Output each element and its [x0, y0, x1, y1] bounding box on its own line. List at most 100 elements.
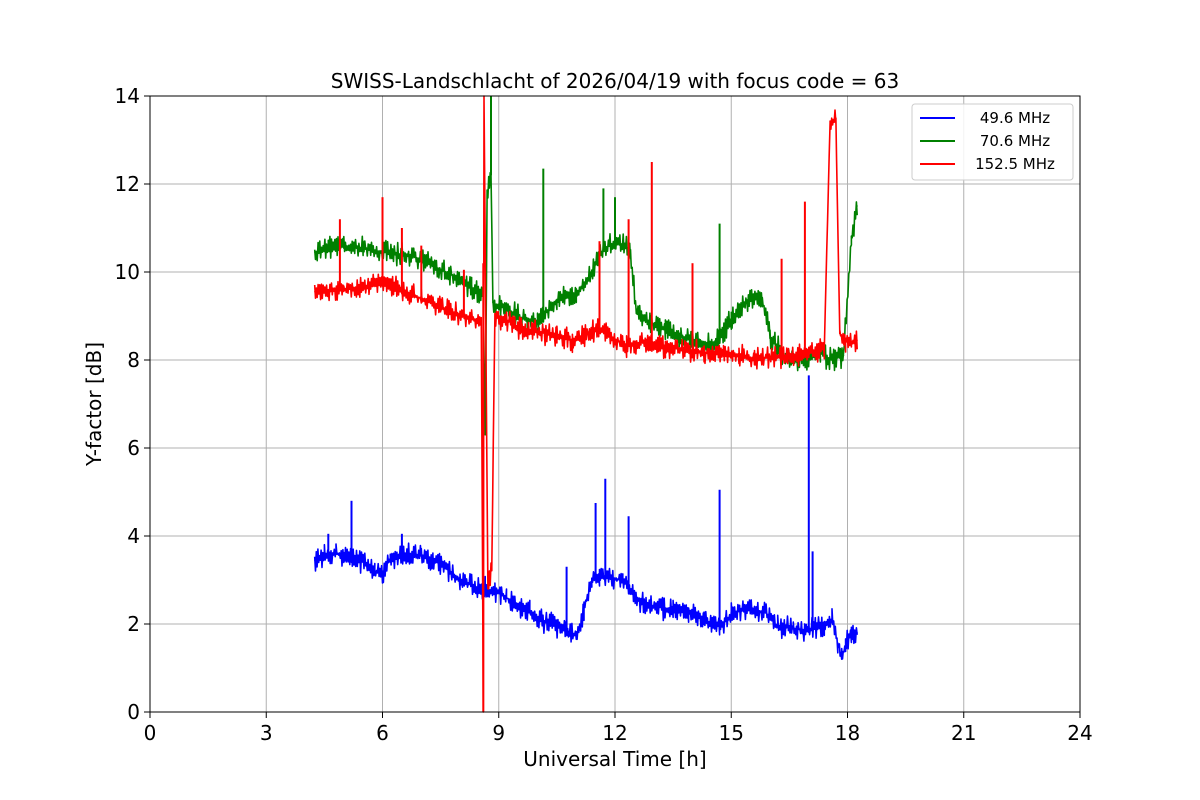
data-point	[843, 355, 845, 357]
data-point	[808, 352, 810, 354]
y-tick-label: 8	[127, 348, 140, 372]
data-point	[841, 656, 843, 658]
data-point	[664, 328, 667, 330]
data-point	[575, 634, 577, 636]
data-point	[571, 339, 574, 341]
data-point	[556, 300, 558, 302]
series-3	[313, 95, 858, 713]
data-point	[765, 612, 767, 614]
legend: 49.6 MHz 70.6 MHz 152.5 MHz	[911, 103, 1074, 181]
data-point	[850, 341, 853, 343]
x-tick-label: 6	[376, 721, 389, 745]
data-point	[540, 619, 543, 621]
data-point	[645, 605, 647, 608]
legend-label: 152.5 MHz	[975, 155, 1055, 173]
data-point	[432, 559, 434, 561]
data-point	[343, 557, 345, 559]
data-point	[484, 434, 486, 436]
data-point	[556, 335, 558, 337]
data-point	[552, 623, 554, 625]
data-point	[494, 315, 496, 317]
data-point	[829, 121, 831, 123]
data-point	[753, 357, 756, 359]
chart-title: SWISS-Landschlacht of 2026/04/19 with fo…	[331, 69, 899, 93]
data-point	[715, 344, 717, 346]
data-point	[459, 278, 461, 280]
data-point	[738, 355, 740, 357]
data-point	[459, 579, 461, 581]
legend-box	[911, 103, 1074, 181]
data-point	[742, 608, 744, 610]
x-tick-label: 21	[951, 721, 976, 745]
legend-label: 70.6 MHz	[980, 132, 1050, 150]
data-point	[362, 286, 364, 288]
data-point	[831, 619, 833, 621]
data-point	[343, 245, 345, 247]
data-point	[486, 192, 488, 194]
data-point	[521, 328, 523, 330]
y-tick-label: 0	[127, 700, 140, 724]
grid	[149, 95, 1081, 713]
data-point	[835, 117, 837, 119]
data-point	[753, 610, 756, 612]
x-tick-label: 9	[492, 721, 505, 745]
data-point	[389, 557, 391, 559]
x-tick-label: 0	[144, 721, 157, 745]
data-point	[823, 625, 825, 627]
data-point	[505, 597, 508, 599]
data-point	[440, 306, 442, 308]
data-point	[850, 634, 853, 636]
data-point	[314, 559, 316, 561]
data-point	[823, 348, 825, 350]
data-point	[845, 339, 847, 341]
data-point	[839, 333, 841, 335]
x-axis-label: Universal Time [h]	[523, 747, 706, 771]
data-point	[505, 308, 508, 310]
y-tick-label: 10	[115, 260, 140, 284]
data-point	[471, 583, 473, 586]
data-point	[746, 300, 748, 302]
data-point	[343, 289, 345, 291]
series-line	[313, 171, 858, 436]
data-point	[591, 579, 593, 581]
data-point	[649, 322, 651, 324]
data-point	[327, 247, 329, 249]
data-point	[323, 555, 325, 557]
data-point	[536, 319, 539, 321]
series-2	[313, 96, 858, 436]
data-point	[362, 561, 364, 564]
data-point	[856, 632, 858, 634]
data-point	[420, 555, 422, 557]
data-point	[626, 344, 628, 346]
data-point	[837, 643, 839, 645]
y-tick-label: 4	[127, 524, 140, 548]
data-point	[850, 236, 853, 238]
data-point	[730, 614, 732, 616]
x-tick-label: 18	[835, 721, 860, 745]
data-point	[684, 348, 686, 350]
data-point	[845, 643, 847, 645]
data-point	[610, 337, 612, 339]
data-point	[703, 352, 705, 354]
x-tick-label: 24	[1067, 721, 1092, 745]
x-tick-label: 15	[719, 721, 744, 745]
data-point	[635, 311, 637, 313]
data-point	[494, 590, 496, 592]
series-1	[313, 375, 858, 660]
data-point	[567, 632, 570, 634]
data-point	[856, 205, 858, 207]
data-point	[587, 333, 589, 335]
data-point	[440, 269, 442, 271]
data-point	[314, 251, 316, 253]
data-point	[471, 317, 473, 319]
data-point	[583, 610, 585, 612]
data-point	[529, 612, 531, 614]
data-point	[335, 553, 337, 555]
data-point	[591, 271, 593, 273]
data-point	[598, 575, 601, 577]
data-point	[680, 335, 682, 337]
data-point	[645, 341, 647, 343]
data-point	[777, 625, 779, 627]
data-point	[703, 619, 705, 621]
data-point	[374, 570, 376, 572]
